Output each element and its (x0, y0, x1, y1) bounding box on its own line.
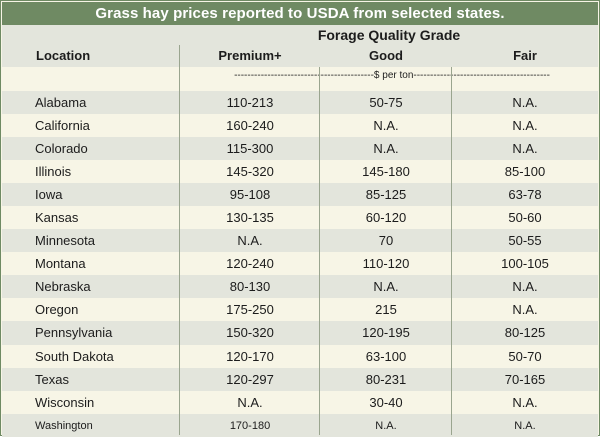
table-row: Oregon 175-250 215 N.A. (2, 298, 598, 322)
table-row: Montana 120-240 110-120 100-105 (2, 252, 598, 276)
location-cell: Wisconsin (35, 394, 95, 410)
table-body: Alabama 110-213 50-75 N.A. California 160-240… (2, 91, 598, 437)
good-cell: 50-75 (369, 95, 403, 110)
column-header-location: Location (36, 48, 91, 63)
good-cell: 80-231 (365, 371, 407, 387)
good-cell: 85-125 (365, 187, 407, 203)
location-cell: Montana (35, 256, 86, 272)
fair-cell: N.A. (512, 394, 538, 410)
fair-cell: 85-100 (504, 164, 546, 180)
premium-cell: 110-213 (226, 95, 274, 110)
column-divider (451, 67, 452, 435)
premium-cell: 120-170 (226, 348, 274, 364)
premium-cell: 80-130 (229, 279, 271, 295)
table-row: Colorado 115-300 N.A. N.A. (2, 137, 598, 161)
location-cell: Oregon (35, 302, 79, 318)
premium-cell: 175-250 (226, 302, 274, 318)
premium-cell: 120-240 (226, 256, 274, 272)
fair-cell: 100-105 (501, 256, 549, 272)
premium-cell: 145-320 (226, 164, 274, 180)
good-cell: N.A. (375, 419, 397, 432)
table-row: Kansas 130-135 60-120 50-60 (2, 206, 598, 230)
column-header-premium: Premium+ (218, 48, 282, 63)
fair-cell: 63-78 (508, 187, 542, 203)
fair-cell: N.A. (512, 141, 538, 157)
unit-row: ----------------------------------------… (2, 67, 598, 89)
location-cell: Iowa (35, 187, 63, 203)
premium-cell: 150-320 (226, 325, 274, 341)
fair-cell: 50-60 (508, 210, 542, 226)
location-cell: Minnesota (35, 233, 95, 249)
column-header-fair: Fair (513, 48, 537, 63)
unit-label: ----------------------------------------… (234, 70, 550, 81)
location-cell: Illinois (35, 164, 72, 180)
column-divider (179, 45, 180, 435)
fair-cell: N.A. (512, 279, 538, 295)
premium-cell: 120-297 (226, 371, 274, 387)
table-row: South Dakota 120-170 63-100 50-70 (2, 344, 598, 368)
premium-cell: 160-240 (226, 118, 274, 134)
location-cell: California (35, 118, 90, 134)
good-cell: N.A. (373, 141, 399, 157)
fair-cell: 70-165 (504, 371, 546, 387)
location-cell: South Dakota (35, 348, 114, 364)
good-cell: N.A. (373, 118, 399, 134)
table-title: Grass hay prices reported to USDA from s… (2, 2, 598, 25)
fair-cell: N.A. (514, 419, 536, 432)
fair-cell: N.A. (512, 302, 538, 318)
fair-cell: 50-70 (508, 348, 542, 364)
location-cell: Alabama (35, 95, 87, 110)
table-row: Alabama 110-213 50-75 N.A. (2, 91, 598, 115)
location-cell: Pennsylvania (35, 325, 113, 341)
premium-cell: 130-135 (226, 210, 274, 226)
location-cell: Nebraska (35, 279, 91, 295)
fair-cell: N.A. (512, 95, 538, 110)
premium-cell: 95-108 (229, 187, 271, 203)
location-cell: Kansas (35, 210, 79, 226)
fair-cell: 80-125 (504, 325, 546, 341)
good-cell: 30-40 (369, 394, 403, 410)
premium-cell: 170-180 (229, 419, 271, 432)
good-cell: N.A. (373, 279, 399, 295)
fair-cell: N.A. (512, 118, 538, 134)
premium-cell: 115-300 (226, 141, 274, 157)
table-header: Forage Quality Grade Location Premium+ G… (2, 25, 598, 67)
column-header-good: Good (369, 48, 403, 63)
table-row: Illinois 145-320 145-180 85-100 (2, 160, 598, 184)
good-cell: 145-180 (362, 164, 410, 180)
good-cell: 60-120 (365, 210, 407, 226)
good-cell: 120-195 (362, 325, 410, 341)
table-row: Nebraska 80-130 N.A. N.A. (2, 275, 598, 299)
premium-cell: N.A. (237, 233, 263, 249)
column-divider (319, 67, 320, 435)
table-row: Washington 170-180 N.A. N.A. (2, 413, 598, 437)
table-row: Pennsylvania 150-320 120-195 80-125 (2, 321, 598, 345)
table-row: Texas 120-297 80-231 70-165 (2, 367, 598, 391)
premium-cell: N.A. (237, 394, 263, 410)
good-cell: 70 (378, 233, 394, 249)
good-cell: 110-120 (362, 256, 410, 272)
table-row: Minnesota N.A. 70 50-55 (2, 229, 598, 253)
location-cell: Texas (35, 371, 69, 387)
table-row: Wisconsin N.A. 30-40 N.A. (2, 390, 598, 414)
location-cell: Washington (35, 419, 93, 432)
good-cell: 215 (375, 302, 397, 318)
table-row: Iowa 95-108 85-125 63-78 (2, 183, 598, 207)
table-row: California 160-240 N.A. N.A. (2, 114, 598, 138)
good-cell: 63-100 (365, 348, 407, 364)
location-cell: Colorado (35, 141, 88, 157)
forage-quality-grade-label: Forage Quality Grade (317, 27, 461, 43)
fair-cell: 50-55 (508, 233, 542, 249)
